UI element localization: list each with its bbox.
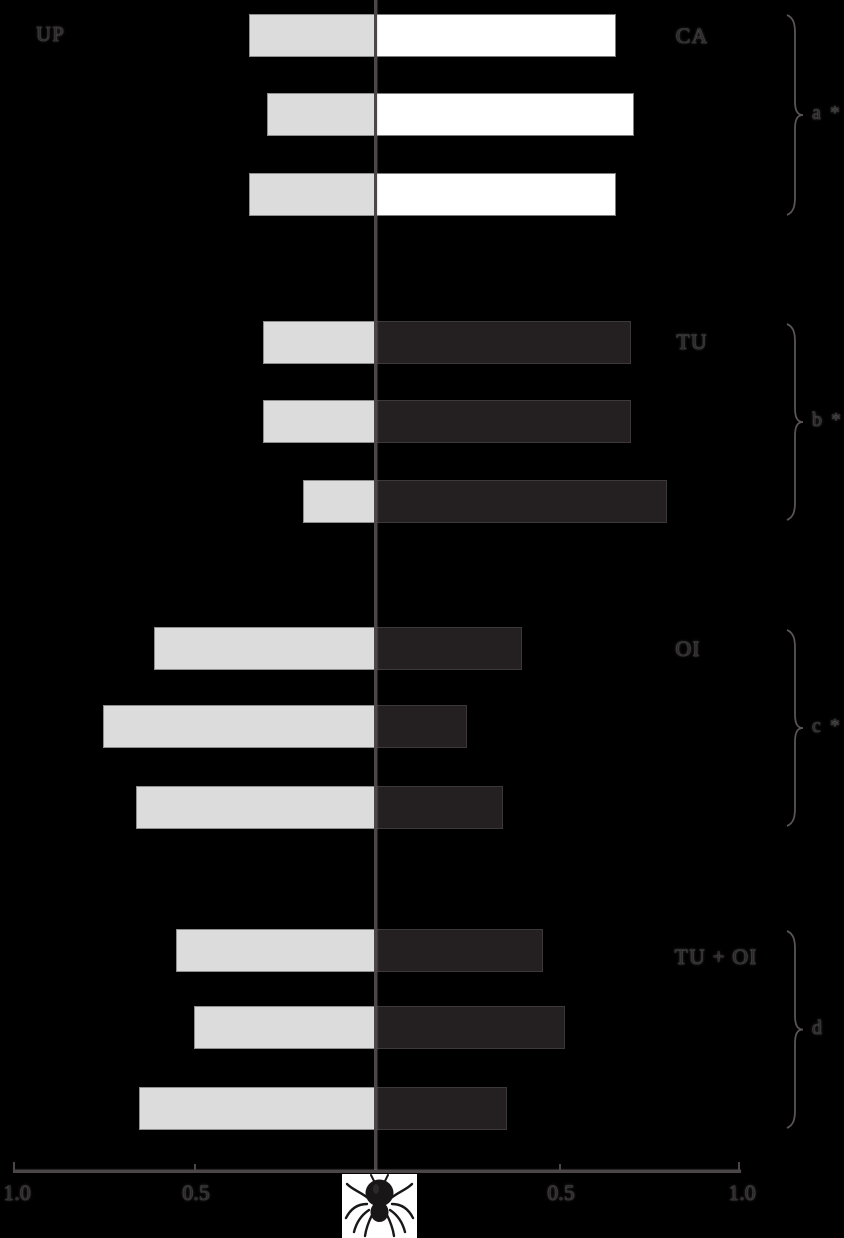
group-brace-oi (786, 629, 804, 827)
center-axis-line (374, 0, 377, 1172)
spider-icon (344, 1174, 415, 1238)
spider-image-box (342, 1174, 417, 1238)
bar-right-tu-3 (375, 480, 667, 523)
axis-tick-left-end (13, 1162, 15, 1171)
axis-label-left-1.0: 1.0 (3, 1180, 31, 1205)
bar-right-oi-1 (375, 627, 522, 670)
bar-left-ca-2 (266, 93, 376, 136)
bottom-axis-line (13, 1170, 741, 1173)
bar-right-tuoi-2 (375, 1006, 565, 1049)
bar-right-ca-2 (375, 93, 634, 136)
significance-label-b: b * (812, 409, 843, 431)
group-brace-tu (786, 323, 804, 521)
axis-tick-right-end (738, 1162, 740, 1171)
axis-label-right-1.0: 1.0 (728, 1180, 756, 1205)
axis-tick-left-05 (194, 1164, 196, 1171)
bar-right-ca-1 (375, 14, 616, 57)
bar-left-ca-1 (248, 14, 376, 57)
bar-left-tuoi-3 (138, 1087, 376, 1130)
group-label-oi: OI (675, 636, 701, 661)
significance-label-a: a * (812, 102, 842, 124)
bar-left-tu-1 (262, 321, 376, 364)
bar-right-tu-2 (375, 400, 631, 443)
group-label-ca: CA (675, 23, 709, 48)
left-choice-label: UP (36, 22, 65, 46)
bar-right-tuoi-1 (375, 929, 543, 972)
bar-left-oi-3 (135, 786, 376, 829)
bar-left-oi-2 (102, 705, 376, 748)
group-label-tu-oi: TU + OI (674, 944, 758, 969)
axis-tick-right-05 (559, 1164, 561, 1171)
group-label-tu: TU (676, 329, 708, 354)
bar-right-ca-3 (375, 173, 616, 216)
bar-right-tuoi-3 (375, 1087, 507, 1130)
significance-label-c: c * (812, 715, 842, 737)
bar-left-oi-1 (153, 627, 376, 670)
bar-left-tu-3 (302, 480, 376, 523)
bar-right-tu-1 (375, 321, 631, 364)
group-brace-ca (786, 14, 804, 216)
bar-right-oi-2 (375, 705, 467, 748)
group-brace-tu-oi (786, 930, 804, 1129)
axis-label-left-0.5: 0.5 (182, 1180, 210, 1205)
bar-left-tuoi-1 (175, 929, 376, 972)
bar-left-tuoi-2 (193, 1006, 376, 1049)
bar-left-ca-3 (248, 173, 376, 216)
bar-left-tu-2 (262, 400, 376, 443)
significance-label-d: d (812, 1016, 824, 1039)
bar-right-oi-3 (375, 786, 503, 829)
axis-label-right-0.5: 0.5 (547, 1180, 575, 1205)
